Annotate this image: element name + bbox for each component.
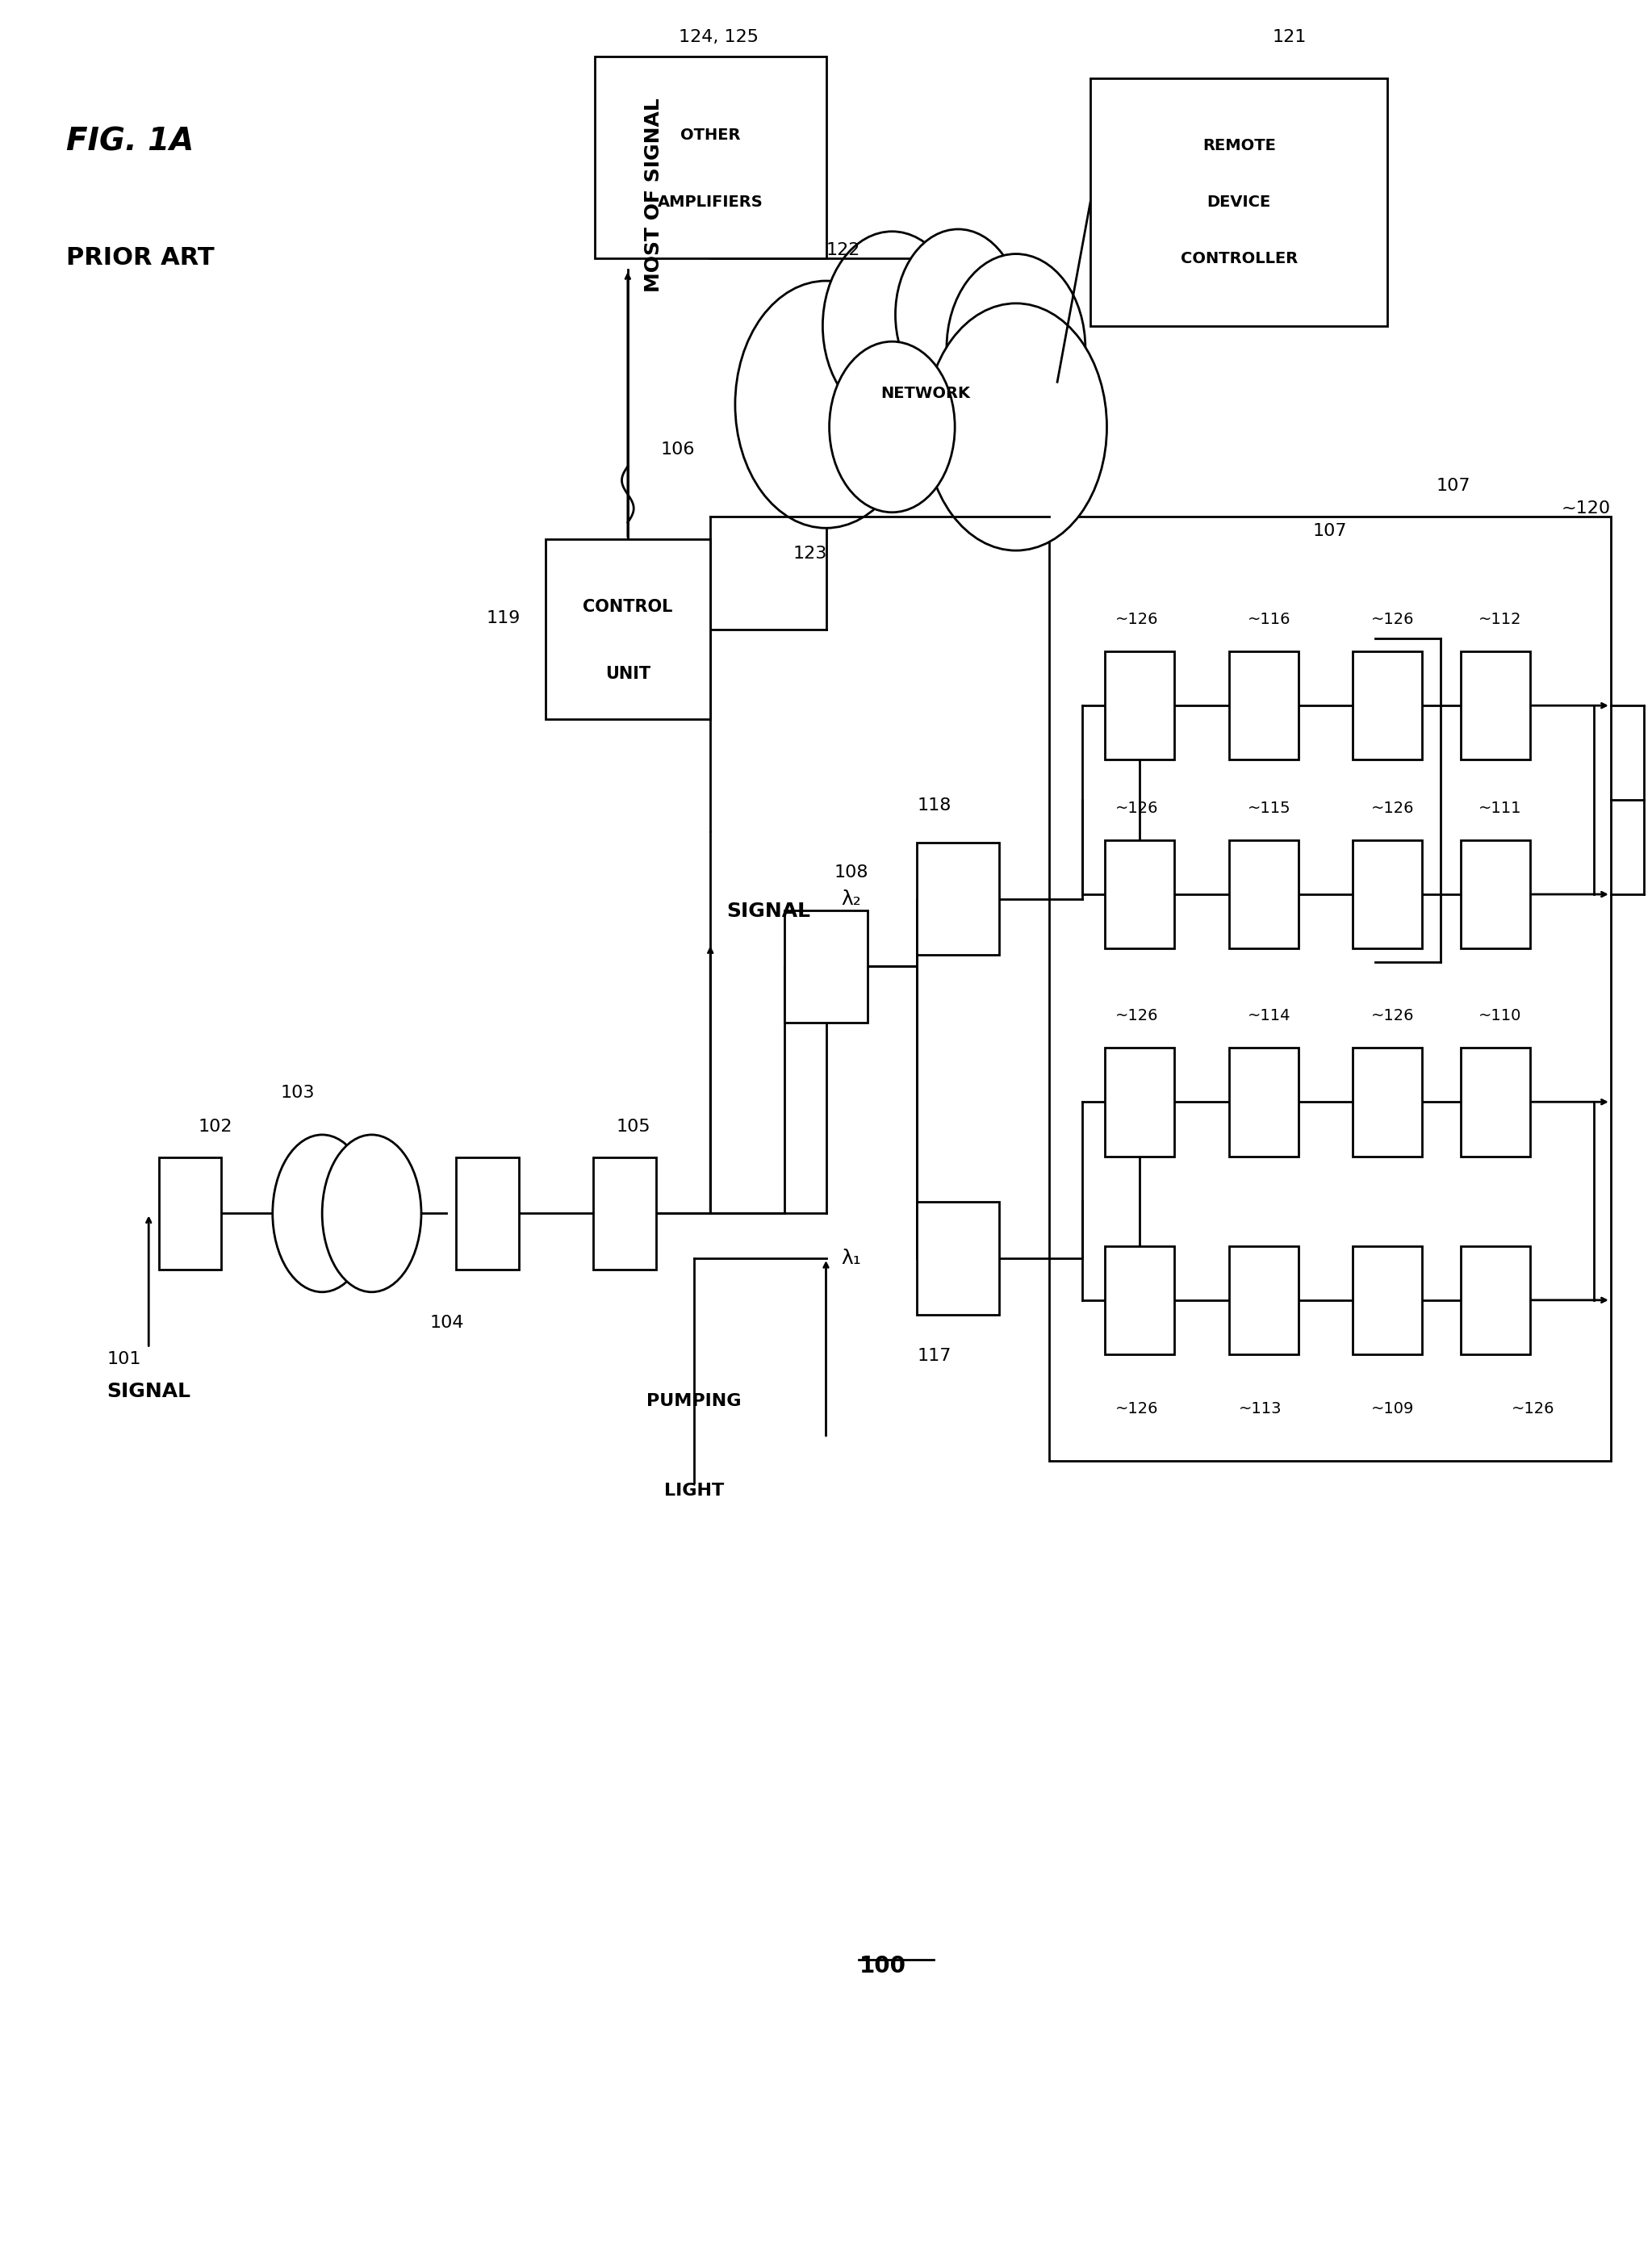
Text: ~109: ~109 [1371, 1402, 1414, 1416]
Text: MOST OF SIGNAL: MOST OF SIGNAL [644, 99, 664, 292]
Text: 119: 119 [486, 609, 520, 627]
Text: ~126: ~126 [1371, 611, 1414, 627]
Bar [1229, 652, 1298, 759]
Bar [159, 1157, 221, 1270]
Text: ~126: ~126 [1115, 611, 1158, 627]
Text: LIGHT: LIGHT [664, 1483, 724, 1499]
Text: ~126: ~126 [1371, 1009, 1414, 1022]
Bar [1229, 1245, 1298, 1355]
Text: ~126: ~126 [1115, 800, 1158, 816]
Bar [1460, 1047, 1530, 1157]
Text: ~112: ~112 [1479, 611, 1521, 627]
Text: 101: 101 [107, 1350, 142, 1368]
Text: ~115: ~115 [1247, 800, 1290, 816]
Text: 104: 104 [430, 1314, 464, 1330]
Bar [1090, 79, 1388, 326]
Text: ~116: ~116 [1247, 611, 1290, 627]
Text: SIGNAL: SIGNAL [107, 1382, 190, 1402]
Text: 124, 125: 124, 125 [679, 29, 758, 45]
Text: ~113: ~113 [1239, 1402, 1282, 1416]
Bar [595, 56, 826, 258]
Text: DEVICE: DEVICE [1208, 195, 1270, 209]
Text: CONTROL: CONTROL [583, 598, 672, 616]
Bar [456, 1157, 519, 1270]
Text: 108: 108 [834, 865, 869, 881]
Bar [1105, 1245, 1175, 1355]
Circle shape [895, 229, 1021, 400]
Text: ~110: ~110 [1479, 1009, 1521, 1022]
Text: PRIOR ART: PRIOR ART [66, 247, 215, 270]
Text: SIGNAL: SIGNAL [727, 901, 811, 921]
Text: 107: 107 [1313, 524, 1346, 539]
Circle shape [829, 342, 955, 512]
Text: 102: 102 [198, 1119, 233, 1135]
Circle shape [925, 303, 1107, 551]
Bar [785, 910, 867, 1022]
Text: AMPLIFIERS: AMPLIFIERS [657, 195, 763, 209]
Bar [1105, 840, 1175, 948]
Ellipse shape [273, 1135, 372, 1292]
Text: λ₂: λ₂ [841, 890, 861, 908]
Bar [593, 1157, 656, 1270]
Bar [1353, 652, 1422, 759]
Text: 105: 105 [616, 1119, 651, 1135]
Text: UNIT: UNIT [605, 665, 651, 683]
Bar [917, 843, 999, 955]
Text: ~120: ~120 [1561, 501, 1611, 517]
Text: CONTROLLER: CONTROLLER [1181, 252, 1297, 265]
Bar [1353, 1047, 1422, 1157]
Ellipse shape [322, 1135, 421, 1292]
Bar [1460, 1245, 1530, 1355]
Text: 118: 118 [917, 798, 952, 813]
Circle shape [947, 254, 1085, 443]
Text: ~126: ~126 [1371, 800, 1414, 816]
Text: 123: 123 [793, 546, 828, 562]
Text: FIG. 1A: FIG. 1A [66, 126, 193, 157]
Bar [1105, 1047, 1175, 1157]
Bar [1353, 1245, 1422, 1355]
Circle shape [735, 281, 917, 528]
Text: 107: 107 [1436, 479, 1470, 494]
Text: ~111: ~111 [1479, 800, 1521, 816]
Text: NETWORK: NETWORK [881, 386, 970, 400]
Text: ~126: ~126 [1512, 1402, 1555, 1416]
Bar [917, 1202, 999, 1314]
Text: ~126: ~126 [1115, 1402, 1158, 1416]
Bar [1353, 840, 1422, 948]
Bar [1049, 517, 1611, 1461]
Bar [1460, 652, 1530, 759]
Text: OTHER: OTHER [681, 128, 740, 142]
Text: 117: 117 [917, 1348, 952, 1364]
Bar [1460, 840, 1530, 948]
Text: 100: 100 [859, 1955, 905, 1977]
Text: 122: 122 [826, 243, 861, 258]
Text: REMOTE: REMOTE [1203, 139, 1275, 153]
Text: λ₁: λ₁ [841, 1249, 861, 1267]
Bar [1229, 840, 1298, 948]
Bar [1229, 1047, 1298, 1157]
Bar [1105, 652, 1175, 759]
Text: ~126: ~126 [1115, 1009, 1158, 1022]
Text: ~114: ~114 [1247, 1009, 1290, 1022]
Text: PUMPING: PUMPING [646, 1393, 742, 1409]
Bar [545, 539, 710, 719]
Text: 121: 121 [1272, 29, 1307, 45]
Circle shape [823, 231, 961, 420]
Text: 103: 103 [281, 1085, 316, 1101]
Text: 106: 106 [661, 440, 695, 458]
